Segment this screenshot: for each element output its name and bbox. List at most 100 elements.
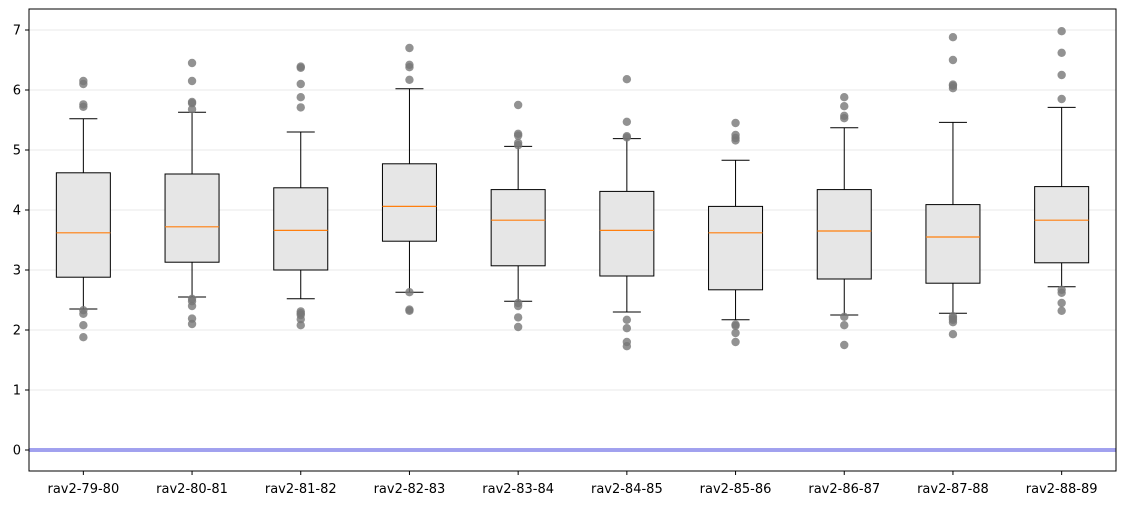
- outlier-point: [296, 79, 305, 89]
- box-group-rav2-83-84: [490, 100, 546, 332]
- iqr-box: [490, 189, 546, 267]
- outlier-point: [79, 321, 88, 330]
- outlier-point: [1057, 306, 1066, 315]
- outlier-point: [1057, 70, 1066, 80]
- x-tick-label: rav2-88-89: [1026, 482, 1098, 497]
- outlier-point: [622, 117, 632, 127]
- iqr-box: [599, 190, 655, 277]
- x-tick-label: rav2-84-85: [591, 482, 663, 497]
- iqr-box: [273, 187, 329, 271]
- iqr-box: [55, 172, 111, 278]
- iqr-box: [1034, 186, 1090, 264]
- outlier-point: [622, 324, 632, 333]
- outlier-point: [731, 320, 740, 329]
- outlier-point: [405, 305, 414, 314]
- outlier-point: [840, 321, 849, 330]
- box-group-rav2-79-80: [55, 76, 111, 342]
- outlier-point: [187, 105, 197, 114]
- plot-area-frame: [28, 8, 1117, 472]
- outlier-point: [405, 75, 414, 85]
- y-tick-label: 4: [13, 204, 21, 219]
- outlier-point: [513, 322, 523, 332]
- iqr-box: [708, 205, 764, 291]
- iqr-box: [381, 163, 437, 242]
- iqr-box: [816, 189, 872, 280]
- outlier-point: [948, 312, 958, 321]
- outlier-point: [1057, 94, 1066, 104]
- box-group-rav2-80-81: [164, 58, 220, 329]
- outlier-point: [731, 337, 740, 347]
- outlier-point: [79, 76, 88, 86]
- outlier-point: [513, 129, 523, 138]
- y-tick-label: 2: [13, 324, 21, 339]
- x-axis: rav2-79-80 rav2-80-81 rav2-81-82 rav2-82-83…: [47, 471, 1098, 497]
- y-tick-label: 1: [13, 384, 21, 399]
- outlier-point: [296, 103, 305, 112]
- x-tick-label: rav2-87-88: [917, 482, 989, 497]
- outlier-point: [840, 111, 849, 121]
- x-tick-label: rav2-79-80: [47, 482, 119, 497]
- box-group-rav2-82-83: [381, 43, 437, 315]
- box-group-rav2-85-86: [708, 118, 764, 347]
- outlier-point: [948, 55, 958, 65]
- outlier-point: [731, 328, 740, 338]
- box-group-rav2-88-89: [1034, 27, 1090, 315]
- outlier-point: [296, 321, 305, 330]
- outlier-point: [187, 314, 197, 323]
- outlier-point: [840, 102, 849, 111]
- outlier-point: [840, 340, 849, 350]
- outlier-point: [1057, 27, 1066, 36]
- box-group-rav2-87-88: [925, 33, 981, 339]
- outlier-point: [513, 100, 523, 110]
- outlier-point: [1057, 298, 1066, 308]
- outlier-point: [79, 333, 88, 342]
- x-tick-label: rav2-83-84: [482, 482, 554, 497]
- y-tick-label: 0: [13, 444, 21, 459]
- outlier-point: [79, 100, 88, 109]
- outlier-point: [948, 33, 958, 42]
- outlier-point: [731, 118, 740, 128]
- x-tick-label: rav2-85-86: [700, 482, 772, 497]
- outlier-point: [296, 307, 305, 316]
- outlier-point: [948, 330, 958, 339]
- outlier-point: [187, 97, 197, 107]
- y-tick-label: 7: [13, 24, 21, 39]
- outlier-point: [622, 315, 632, 324]
- iqr-box: [925, 204, 981, 284]
- outlier-point: [405, 288, 414, 297]
- x-tick-label: rav2-82-83: [374, 482, 446, 497]
- y-tick-label: 6: [13, 84, 21, 99]
- x-tick-label: rav2-80-81: [156, 482, 228, 497]
- y-tick-label: 3: [13, 264, 21, 279]
- outlier-point: [513, 138, 523, 147]
- outlier-point: [622, 337, 632, 347]
- outlier-point: [840, 312, 849, 321]
- y-tick-label: 5: [13, 144, 21, 159]
- outlier-point: [187, 76, 197, 86]
- outlier-point: [1057, 285, 1066, 294]
- outlier-point: [187, 294, 197, 303]
- x-tick-label: rav2-81-82: [265, 482, 337, 497]
- outlier-point: [513, 313, 523, 322]
- iqr-box: [164, 173, 220, 263]
- outlier-point: [622, 75, 632, 84]
- outlier-point: [513, 298, 523, 308]
- outlier-point: [79, 306, 88, 315]
- outlier-point: [296, 93, 305, 102]
- outlier-point: [187, 58, 197, 68]
- y-axis: 0 1 2 3 4 5 6 7: [13, 24, 29, 459]
- outlier-point: [1057, 48, 1066, 57]
- box-group-rav2-81-82: [273, 62, 329, 330]
- outlier-point: [622, 132, 632, 141]
- outlier-point: [405, 43, 414, 53]
- outlier-point: [840, 93, 849, 102]
- outlier-point: [948, 80, 958, 89]
- outlier-point: [296, 62, 305, 71]
- outlier-point: [731, 130, 740, 140]
- boxes-layer: [55, 27, 1090, 351]
- box-group-rav2-84-85: [599, 75, 655, 351]
- x-tick-label: rav2-86-87: [808, 482, 880, 497]
- outlier-point: [405, 60, 414, 69]
- box-group-rav2-86-87: [816, 93, 872, 350]
